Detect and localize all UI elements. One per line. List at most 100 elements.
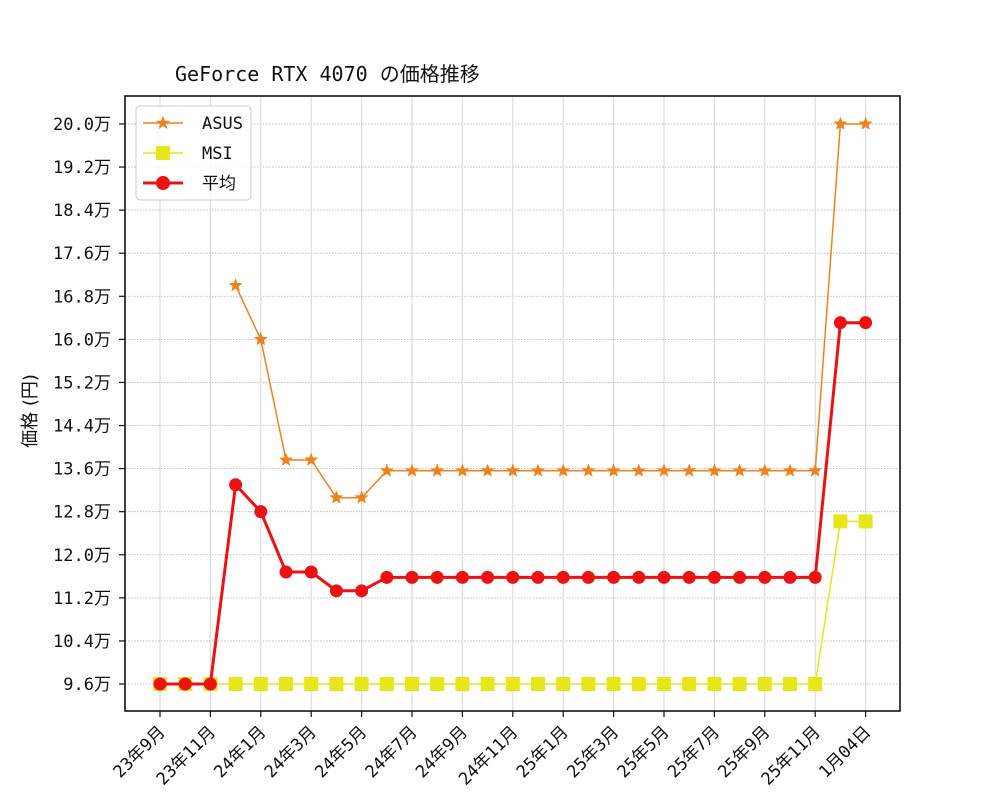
data-point xyxy=(783,570,797,584)
y-tick-label: 9.6万 xyxy=(63,675,111,695)
data-point xyxy=(531,463,545,477)
data-point xyxy=(556,677,571,691)
data-point xyxy=(581,463,596,477)
series-asus xyxy=(228,116,873,504)
x-tick-label: 24年1月 xyxy=(210,722,270,782)
data-point xyxy=(329,490,344,504)
data-point xyxy=(178,677,192,691)
data-point xyxy=(732,677,747,691)
data-point xyxy=(808,677,823,691)
data-point xyxy=(707,677,722,691)
y-tick-label: 17.6万 xyxy=(53,244,111,264)
legend: ASUS MSI 平均 xyxy=(135,105,252,201)
data-point xyxy=(783,463,797,477)
data-point xyxy=(733,570,747,584)
data-point xyxy=(808,463,823,477)
y-tick-label: 20.0万 xyxy=(53,115,111,135)
legend-item-average: 平均 xyxy=(143,174,236,194)
data-point xyxy=(505,677,520,691)
legend-label-msi: MSI xyxy=(202,144,233,164)
data-point xyxy=(481,570,495,584)
y-axis: 9.6万 10.4万 11.2万 12.0万 12.8万 13.6万 14.4万 15.2万 1… xyxy=(53,115,125,695)
data-point xyxy=(354,490,369,504)
data-point xyxy=(455,463,470,477)
data-point xyxy=(631,677,646,691)
data-point xyxy=(808,570,822,584)
data-point xyxy=(833,514,848,529)
data-point xyxy=(379,677,394,691)
y-tick-label: 14.4万 xyxy=(53,417,111,437)
data-point xyxy=(354,677,369,691)
data-point xyxy=(304,565,318,579)
y-tick-label: 19.2万 xyxy=(53,158,111,178)
data-point xyxy=(430,677,445,691)
data-point xyxy=(379,463,394,477)
data-point xyxy=(531,677,545,691)
x-tick-label: 24年7月 xyxy=(362,722,422,782)
data-point xyxy=(556,570,570,584)
y-tick-label: 10.4万 xyxy=(53,632,111,652)
data-point xyxy=(455,570,469,584)
legend-item-asus: ASUS xyxy=(143,114,243,134)
y-tick-label: 18.4万 xyxy=(53,201,111,221)
data-point xyxy=(859,316,873,330)
data-point xyxy=(279,565,293,579)
x-tick-label: 24年5月 xyxy=(311,722,371,782)
data-point xyxy=(682,570,696,584)
data-point xyxy=(279,677,293,691)
legend-item-msi: MSI xyxy=(143,144,233,164)
data-point xyxy=(329,677,344,691)
x-tick-label: 25年5月 xyxy=(614,722,674,782)
data-point xyxy=(657,463,671,477)
square-marker-icon xyxy=(156,146,170,160)
data-point xyxy=(405,463,419,477)
y-tick-label: 13.6万 xyxy=(53,460,111,480)
data-point xyxy=(657,677,671,691)
data-point xyxy=(833,316,847,330)
series-average xyxy=(153,316,873,691)
data-point xyxy=(405,677,419,691)
data-point xyxy=(581,677,596,691)
grid-lines xyxy=(125,96,900,711)
data-point xyxy=(253,677,268,691)
data-point xyxy=(480,677,495,691)
data-point xyxy=(531,570,545,584)
legend-label-asus: ASUS xyxy=(202,114,243,134)
y-tick-label: 11.2万 xyxy=(53,589,111,609)
data-point xyxy=(783,677,797,691)
data-point xyxy=(707,463,722,477)
data-point xyxy=(757,463,772,477)
data-point xyxy=(430,463,445,477)
data-point xyxy=(632,570,646,584)
data-point xyxy=(581,570,595,584)
x-tick-label: 24年3月 xyxy=(261,722,321,782)
data-point xyxy=(505,463,520,477)
x-axis: 23年9月23年11月24年1月24年3月24年5月24年7月24年9月24年1… xyxy=(110,711,875,790)
data-point xyxy=(355,584,369,598)
data-point xyxy=(682,677,697,691)
x-tick-label: 25年1月 xyxy=(513,722,573,782)
data-point xyxy=(430,570,444,584)
data-point xyxy=(607,570,621,584)
y-tick-label: 16.0万 xyxy=(53,330,111,350)
y-axis-label: 価格 (円) xyxy=(20,374,41,448)
data-point xyxy=(405,570,419,584)
data-point xyxy=(833,116,848,130)
data-point xyxy=(279,452,293,466)
data-point xyxy=(228,677,243,691)
data-point xyxy=(606,463,621,477)
chart-title: GeForce RTX 4070 の価格推移 xyxy=(175,62,480,86)
data-point xyxy=(606,677,621,691)
data-point xyxy=(732,463,747,477)
legend-label-average: 平均 xyxy=(202,174,236,194)
data-point xyxy=(304,677,319,691)
data-point xyxy=(707,570,721,584)
x-tick-label: 25年3月 xyxy=(563,722,623,782)
data-point xyxy=(380,570,394,584)
series-layer xyxy=(153,116,873,691)
data-point xyxy=(758,570,772,584)
data-point xyxy=(556,463,571,477)
data-point xyxy=(757,677,772,691)
data-point xyxy=(657,570,671,584)
